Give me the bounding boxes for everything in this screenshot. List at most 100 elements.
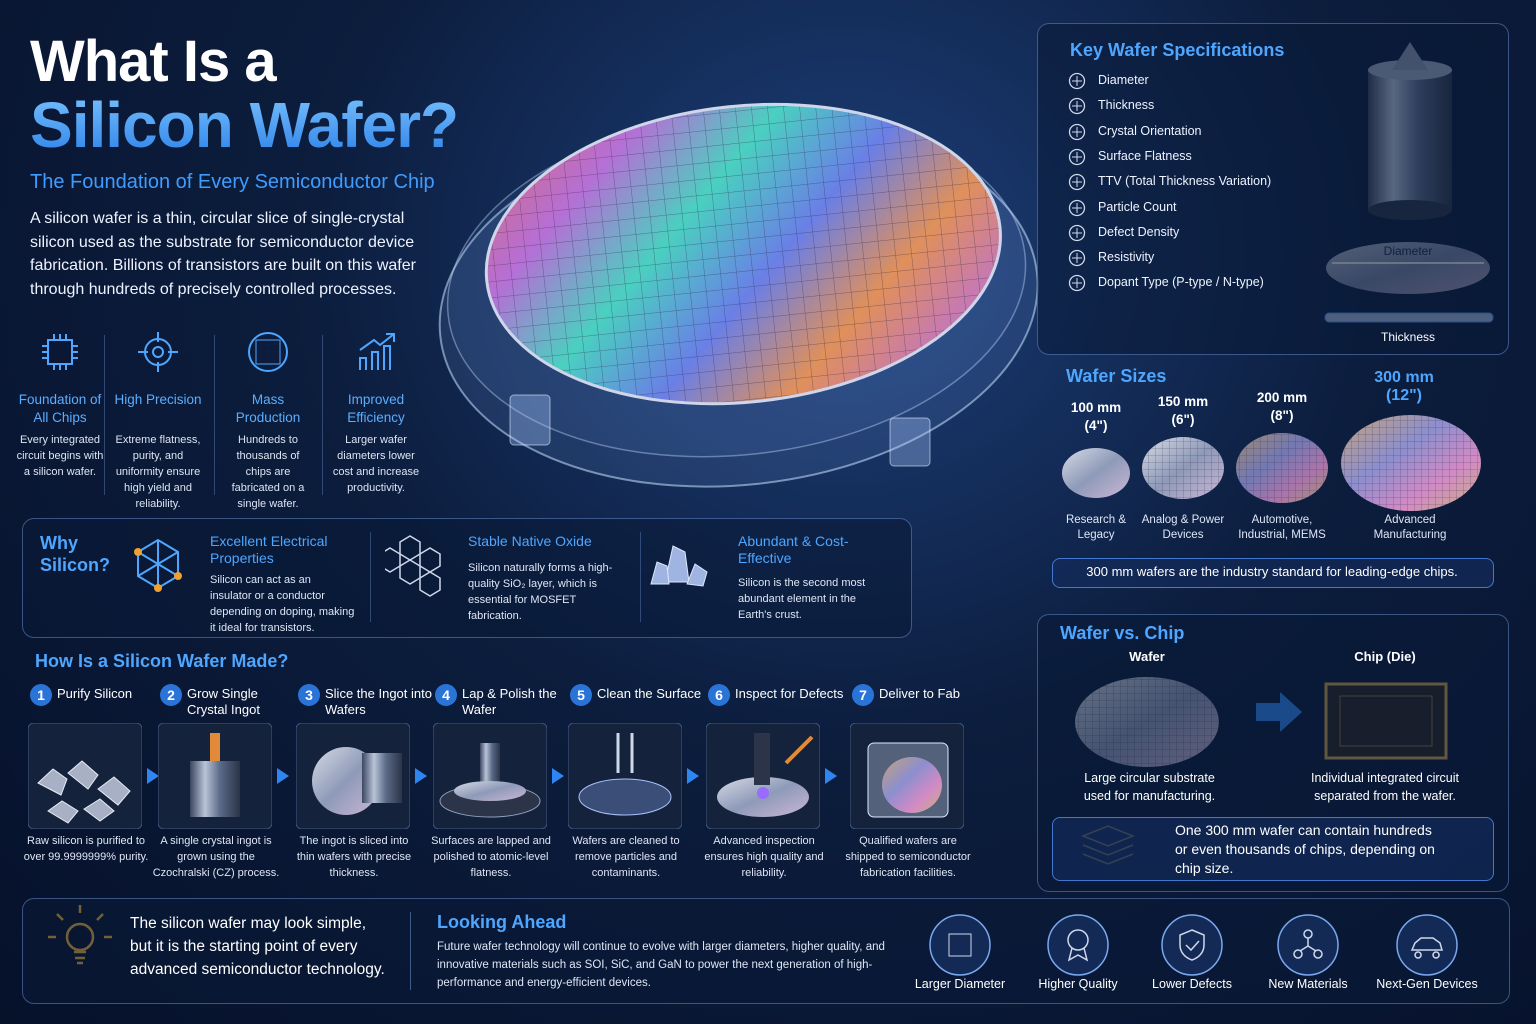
quote: The silicon wafer may look simple, but i… (130, 915, 385, 978)
footer-box (22, 898, 1510, 1004)
feature-title: Foundation of All Chips (18, 392, 102, 425)
decoration (37, 768, 68, 796)
decoration (1072, 278, 1082, 289)
why-title: Why Silicon? (40, 533, 111, 575)
decoration (147, 768, 159, 784)
spec-icon (1068, 148, 1086, 166)
feature-divider (322, 335, 323, 495)
decoration (1142, 437, 1224, 499)
decoration (1067, 929, 1089, 951)
step-text: The ingot is sliced into thin wafers wit… (296, 835, 412, 879)
diameter-label: Diameter (1383, 244, 1433, 258)
feature-text: Hundreds to thousands of chips are fabri… (231, 434, 305, 510)
trend-label: Next-Gen Devices (1376, 977, 1478, 991)
step-number: 3 (298, 684, 320, 706)
sizes-title: Wafer Sizes (1066, 366, 1167, 386)
decoration (1072, 126, 1082, 137)
wafer-text: Large circular substrate used for manufa… (1083, 771, 1216, 803)
spec-icon (1068, 72, 1086, 90)
subtitle: The Foundation of Every Semiconductor Ch… (30, 171, 435, 193)
step-number: 5 (570, 684, 592, 706)
ahead-title: Looking Ahead (437, 912, 567, 932)
title-line-1: What Is a (30, 29, 277, 94)
decoration (1293, 929, 1323, 959)
step-arrow (277, 768, 289, 784)
feature-title: High Precision (114, 392, 202, 407)
step-title: Inspect for Defects (735, 686, 844, 701)
feature-text: Larger wafer diameters lower cost and in… (332, 434, 420, 494)
spec-icon (1068, 249, 1086, 267)
feature-title: Improved Efficiency (347, 392, 405, 425)
why-box (22, 518, 912, 638)
sizes-note-box (1052, 558, 1494, 588)
divider (410, 912, 411, 990)
size-use: Automotive, Industrial, MEMS (1238, 514, 1326, 541)
why-item-title: Stable Native Oxide (468, 533, 592, 549)
decoration (754, 733, 770, 785)
size-inch: (8") (1270, 408, 1294, 423)
size-use: Analog & Power Devices (1141, 514, 1225, 541)
decoration (1068, 72, 1086, 90)
step-arrow (415, 768, 427, 784)
decoration (664, 545, 690, 583)
step-title: Lap & Polish the Wafer (462, 686, 557, 717)
decoration (1068, 199, 1086, 216)
decoration (650, 561, 670, 585)
step-arrow (147, 768, 159, 784)
decoration (137, 538, 179, 590)
thickness-label: Thickness (1380, 330, 1436, 344)
decoration (1341, 415, 1481, 511)
decoration (616, 733, 634, 773)
size-label: 150 mm (1157, 394, 1209, 409)
step-image (158, 723, 272, 829)
decoration (362, 753, 402, 803)
decoration (882, 757, 942, 813)
step-text: Advanced inspection ensures high quality… (704, 835, 824, 879)
feature-text: Every integrated circuit begins with a s… (16, 434, 104, 478)
spec-icon (1068, 275, 1086, 292)
step-image (706, 723, 820, 829)
decoration (948, 933, 972, 957)
trend-label: Higher Quality (1038, 977, 1118, 991)
comparison-note: One 300 mm wafer can contain hundreds or… (1175, 822, 1435, 876)
feature-icon (359, 333, 395, 370)
step-text: A single crystal ingot is grown using th… (152, 835, 280, 879)
step-image (568, 723, 682, 829)
comparison-title: Wafer vs. Chip (1060, 623, 1185, 643)
decoration (385, 535, 441, 597)
spec-item: Surface Flatness (1098, 148, 1192, 163)
decoration (37, 760, 131, 824)
decoration (134, 548, 182, 592)
decoration (1068, 148, 1086, 166)
spec-icon (1068, 224, 1086, 241)
step-number: 4 (435, 684, 457, 706)
chip-label: Chip (Die) (1354, 649, 1416, 664)
decoration (1072, 227, 1082, 238)
spec-item: Crystal Orientation (1098, 123, 1202, 138)
step-title: Slice the Ingot into Wafers (325, 686, 432, 717)
why-item-title: Excellent Electrical Properties (210, 533, 328, 566)
trend-label: Lower Defects (1152, 977, 1232, 991)
trend-icon (1277, 914, 1339, 976)
decoration (255, 339, 281, 365)
trend-label: Larger Diameter (914, 977, 1006, 991)
why-icon (385, 535, 441, 597)
decoration (1293, 949, 1303, 959)
why-item-text: Silicon naturally forms a high-quality S… (468, 562, 613, 622)
chip-text: Individual integrated circuit separated … (1311, 771, 1459, 803)
ahead-text: Future wafer technology will continue to… (437, 941, 885, 989)
size-use: Advanced Manufacturing (1373, 514, 1447, 541)
trend-icon (929, 914, 991, 976)
decoration (1072, 177, 1082, 188)
decoration (1047, 914, 1109, 976)
why-item-text: Silicon is the second most abundant elem… (738, 577, 866, 621)
decoration (686, 563, 708, 587)
step-title: Grow Single Crystal Ingot (187, 686, 260, 717)
decoration (509, 394, 551, 446)
size-label: 200 mm (1256, 390, 1308, 405)
feature-icon (248, 332, 288, 372)
trend-icon (1161, 914, 1223, 976)
decoration (454, 781, 526, 801)
